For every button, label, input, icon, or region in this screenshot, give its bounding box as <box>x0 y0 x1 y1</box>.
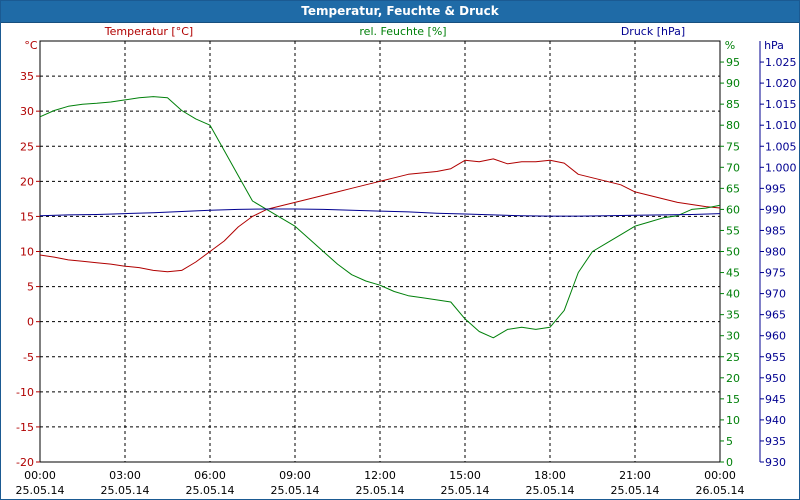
humidity-tick-label: 90 <box>726 77 740 90</box>
temperature-axis-label: Temperatur [°C] <box>104 25 193 38</box>
humidity-tick-label: 60 <box>726 203 740 216</box>
pressure-tick-label: 930 <box>765 456 786 469</box>
pressure-tick-label: 955 <box>765 351 786 364</box>
pressure-tick-label: 995 <box>765 182 786 195</box>
pressure-tick-label: 1.020 <box>765 77 797 90</box>
humidity-tick-label: 20 <box>726 372 740 385</box>
temperature-tick-label: 10 <box>20 246 34 259</box>
temperature-tick-label: 5 <box>27 281 34 294</box>
pressure-tick-label: 950 <box>765 372 786 385</box>
x-tick-date: 25.05.14 <box>526 484 575 497</box>
humidity-tick-label: 85 <box>726 98 740 111</box>
x-tick-date: 25.05.14 <box>356 484 405 497</box>
humidity-tick-label: 15 <box>726 393 740 406</box>
x-tick-time: 09:00 <box>279 469 311 482</box>
window-title: Temperatur, Feuchte & Druck <box>1 1 799 23</box>
tick-labels: 00:00 25.05.14 03:00 25.05.14 06:00 25.05.14 0… <box>16 41 797 497</box>
pressure-tick-label: 960 <box>765 330 786 343</box>
x-tick-date: 25.05.14 <box>16 484 65 497</box>
humidity-line <box>39 96 721 339</box>
pressure-tick-label: 990 <box>765 203 786 216</box>
x-tick-time: 18:00 <box>534 469 566 482</box>
pressure-tick-label: 1.000 <box>765 161 797 174</box>
temperature-tick-label: -15 <box>16 421 34 434</box>
temperature-tick-label: 15 <box>20 210 34 223</box>
pressure-unit-label: hPa <box>764 39 784 52</box>
humidity-tick-label: 35 <box>726 309 740 322</box>
humidity-tick-label: 5 <box>726 435 733 448</box>
x-tick-date: 25.05.14 <box>186 484 235 497</box>
temperature-line <box>39 158 721 273</box>
pressure-tick-label: 945 <box>765 393 786 406</box>
temperature-tick-label: -20 <box>16 456 34 469</box>
humidity-tick-label: 70 <box>726 161 740 174</box>
x-tick-time: 00:00 <box>704 469 736 482</box>
humidity-tick-label: 10 <box>726 414 740 427</box>
temperature-tick-label: 30 <box>20 105 34 118</box>
temperature-tick-label: 25 <box>20 140 34 153</box>
x-tick-date: 25.05.14 <box>441 484 490 497</box>
pressure-tick-label: 1.005 <box>765 140 797 153</box>
humidity-tick-label: 55 <box>726 224 740 237</box>
x-tick-date: 25.05.14 <box>271 484 320 497</box>
humidity-tick-label: 50 <box>726 246 740 259</box>
temperature-tick-label: 35 <box>20 70 34 83</box>
pressure-tick-label: 940 <box>765 414 786 427</box>
pressure-line <box>39 208 721 217</box>
humidity-tick-label: 0 <box>726 456 733 469</box>
x-tick-date: 25.05.14 <box>611 484 660 497</box>
humidity-tick-label: 25 <box>726 351 740 364</box>
temperature-unit-label: °C <box>24 39 38 52</box>
pressure-tick-label: 975 <box>765 267 786 280</box>
x-tick-time: 21:00 <box>619 469 651 482</box>
series-layer <box>39 96 721 339</box>
temperature-tick-label: -10 <box>16 386 34 399</box>
pressure-tick-label: 1.015 <box>765 98 797 111</box>
humidity-tick-label: 75 <box>726 140 740 153</box>
humidity-unit-label: % <box>725 39 735 52</box>
temperature-tick-label: 20 <box>20 175 34 188</box>
pressure-tick-label: 985 <box>765 224 786 237</box>
x-tick-time: 12:00 <box>364 469 396 482</box>
x-tick-date: 26.05.14 <box>696 484 745 497</box>
pressure-axis-label: Druck [hPa] <box>621 25 685 38</box>
gridlines <box>40 41 720 462</box>
temperature-tick-label: -5 <box>23 351 34 364</box>
x-tick-time: 00:00 <box>24 469 56 482</box>
humidity-tick-label: 40 <box>726 288 740 301</box>
x-tick-time: 15:00 <box>449 469 481 482</box>
x-tick-time: 03:00 <box>109 469 141 482</box>
pressure-tick-label: 935 <box>765 435 786 448</box>
humidity-tick-label: 80 <box>726 119 740 132</box>
pressure-tick-label: 980 <box>765 246 786 259</box>
pressure-tick-label: 970 <box>765 288 786 301</box>
x-tick-time: 06:00 <box>194 469 226 482</box>
humidity-axis-label: rel. Feuchte [%] <box>359 25 446 38</box>
x-tick-date: 25.05.14 <box>101 484 150 497</box>
humidity-tick-label: 65 <box>726 182 740 195</box>
pressure-tick-label: 965 <box>765 309 786 322</box>
humidity-tick-label: 30 <box>726 330 740 343</box>
humidity-tick-label: 45 <box>726 267 740 280</box>
pressure-tick-label: 1.010 <box>765 119 797 132</box>
humidity-tick-label: 95 <box>726 56 740 69</box>
temperature-tick-label: 0 <box>27 316 34 329</box>
pressure-tick-label: 1.025 <box>765 56 797 69</box>
